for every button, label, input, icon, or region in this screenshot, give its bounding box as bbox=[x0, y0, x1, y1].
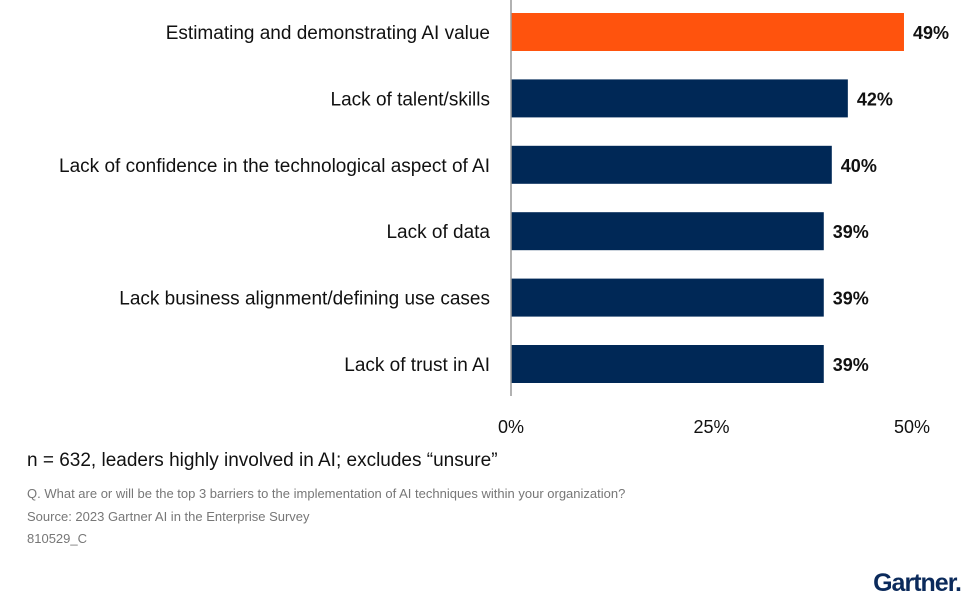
bar-chart: Estimating and demonstrating AI value 49%… bbox=[59, 0, 949, 437]
category-label: Lack of trust in AI bbox=[344, 355, 490, 376]
value-label: 39% bbox=[833, 355, 869, 375]
chart-code: 810529_C bbox=[27, 531, 87, 546]
category-label: Estimating and demonstrating AI value bbox=[166, 23, 490, 44]
gartner-logo: Gartner. bbox=[873, 569, 962, 597]
category-label: Lack of data bbox=[386, 222, 490, 243]
x-tick-label: 50% bbox=[894, 417, 930, 437]
bar bbox=[511, 145, 832, 184]
value-label: 42% bbox=[857, 89, 893, 109]
category-label: Lack business alignment/defining use cas… bbox=[119, 289, 490, 310]
x-tick-label: 25% bbox=[693, 417, 729, 437]
bar bbox=[511, 13, 904, 51]
bar bbox=[511, 278, 824, 317]
survey-question: Q. What are or will be the top 3 barrier… bbox=[27, 486, 626, 501]
bar bbox=[511, 79, 848, 118]
bar bbox=[511, 212, 824, 251]
value-label: 39% bbox=[833, 289, 869, 309]
value-label: 49% bbox=[913, 23, 949, 43]
category-label: Lack of talent/skills bbox=[331, 89, 490, 110]
value-label: 40% bbox=[841, 156, 877, 176]
sample-note: n = 632, leaders highly involved in AI; … bbox=[27, 450, 498, 471]
source-text: Source: 2023 Gartner AI in the Enterpris… bbox=[27, 509, 310, 524]
category-label: Lack of confidence in the technological … bbox=[59, 156, 490, 177]
bar bbox=[511, 345, 824, 383]
x-tick-label: 0% bbox=[498, 417, 524, 437]
value-label: 39% bbox=[833, 222, 869, 242]
